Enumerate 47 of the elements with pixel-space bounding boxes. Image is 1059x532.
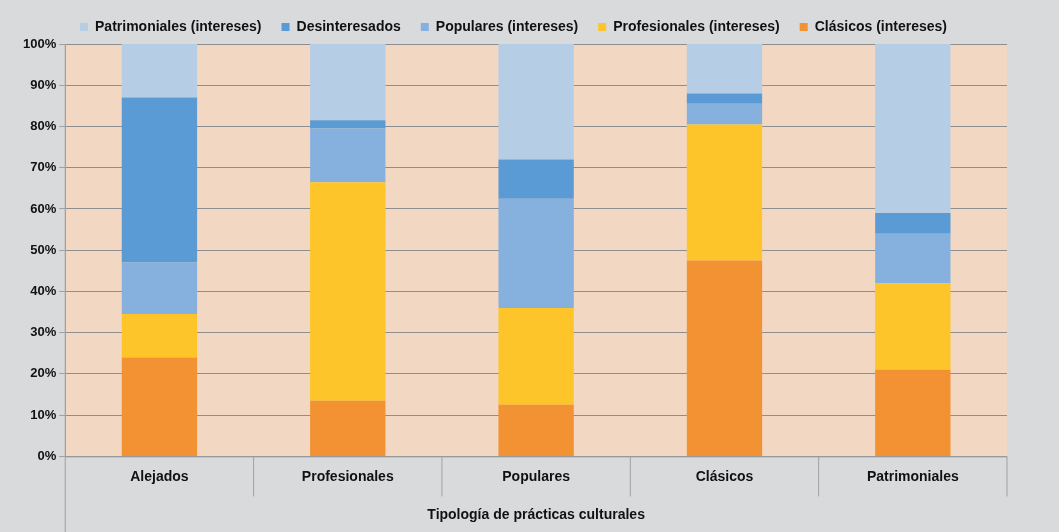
bar (121, 262, 198, 315)
bar (310, 400, 386, 456)
bar (686, 260, 763, 456)
bar (121, 97, 198, 263)
y-tick-label: 60% (30, 200, 57, 216)
bar (310, 182, 386, 401)
x-tick-label: Clásicos (695, 467, 754, 484)
y-tick-label: 40% (30, 283, 57, 299)
bar (310, 44, 386, 121)
bar (686, 103, 763, 125)
y-tick-label: 30% (30, 324, 57, 340)
bar (310, 120, 386, 129)
bar (121, 357, 198, 456)
x-axis-title: Tipología de prácticas culturales (427, 506, 646, 523)
bar (498, 159, 574, 199)
y-tick-label: 80% (30, 118, 57, 134)
legend-label: Clásicos (intereses) (814, 17, 947, 34)
bar (310, 128, 386, 183)
y-tick-label: 70% (30, 159, 57, 175)
y-tick-label: 100% (23, 35, 57, 51)
bar (498, 44, 574, 160)
legend-label: Profesionales (intereses) (613, 17, 780, 34)
bar (686, 124, 763, 261)
bar (875, 44, 951, 214)
bar (686, 93, 763, 104)
legend-label: Desinteresados (296, 17, 402, 34)
bar (121, 44, 198, 98)
bar (498, 198, 574, 308)
x-tick-label: Alejados (130, 467, 189, 484)
bar (875, 369, 951, 456)
y-tick-label: 10% (30, 406, 57, 422)
bar (498, 307, 574, 405)
x-tick-label: Patrimoniales (866, 467, 959, 484)
bar (875, 283, 951, 370)
y-tick-label: 20% (30, 365, 57, 381)
bar (686, 44, 763, 94)
legend-label: Populares (intereses) (435, 17, 579, 34)
y-tick-label: 0% (37, 447, 57, 463)
y-tick-label: 50% (30, 241, 57, 257)
bar (875, 213, 951, 234)
legend-label: Patrimoniales (intereses) (95, 17, 262, 34)
x-tick-label: Populares (502, 467, 571, 484)
x-tick-label: Profesionales (301, 467, 394, 484)
bar (121, 314, 198, 358)
bar (498, 404, 574, 456)
bar (875, 233, 951, 284)
y-tick-label: 90% (30, 76, 57, 92)
